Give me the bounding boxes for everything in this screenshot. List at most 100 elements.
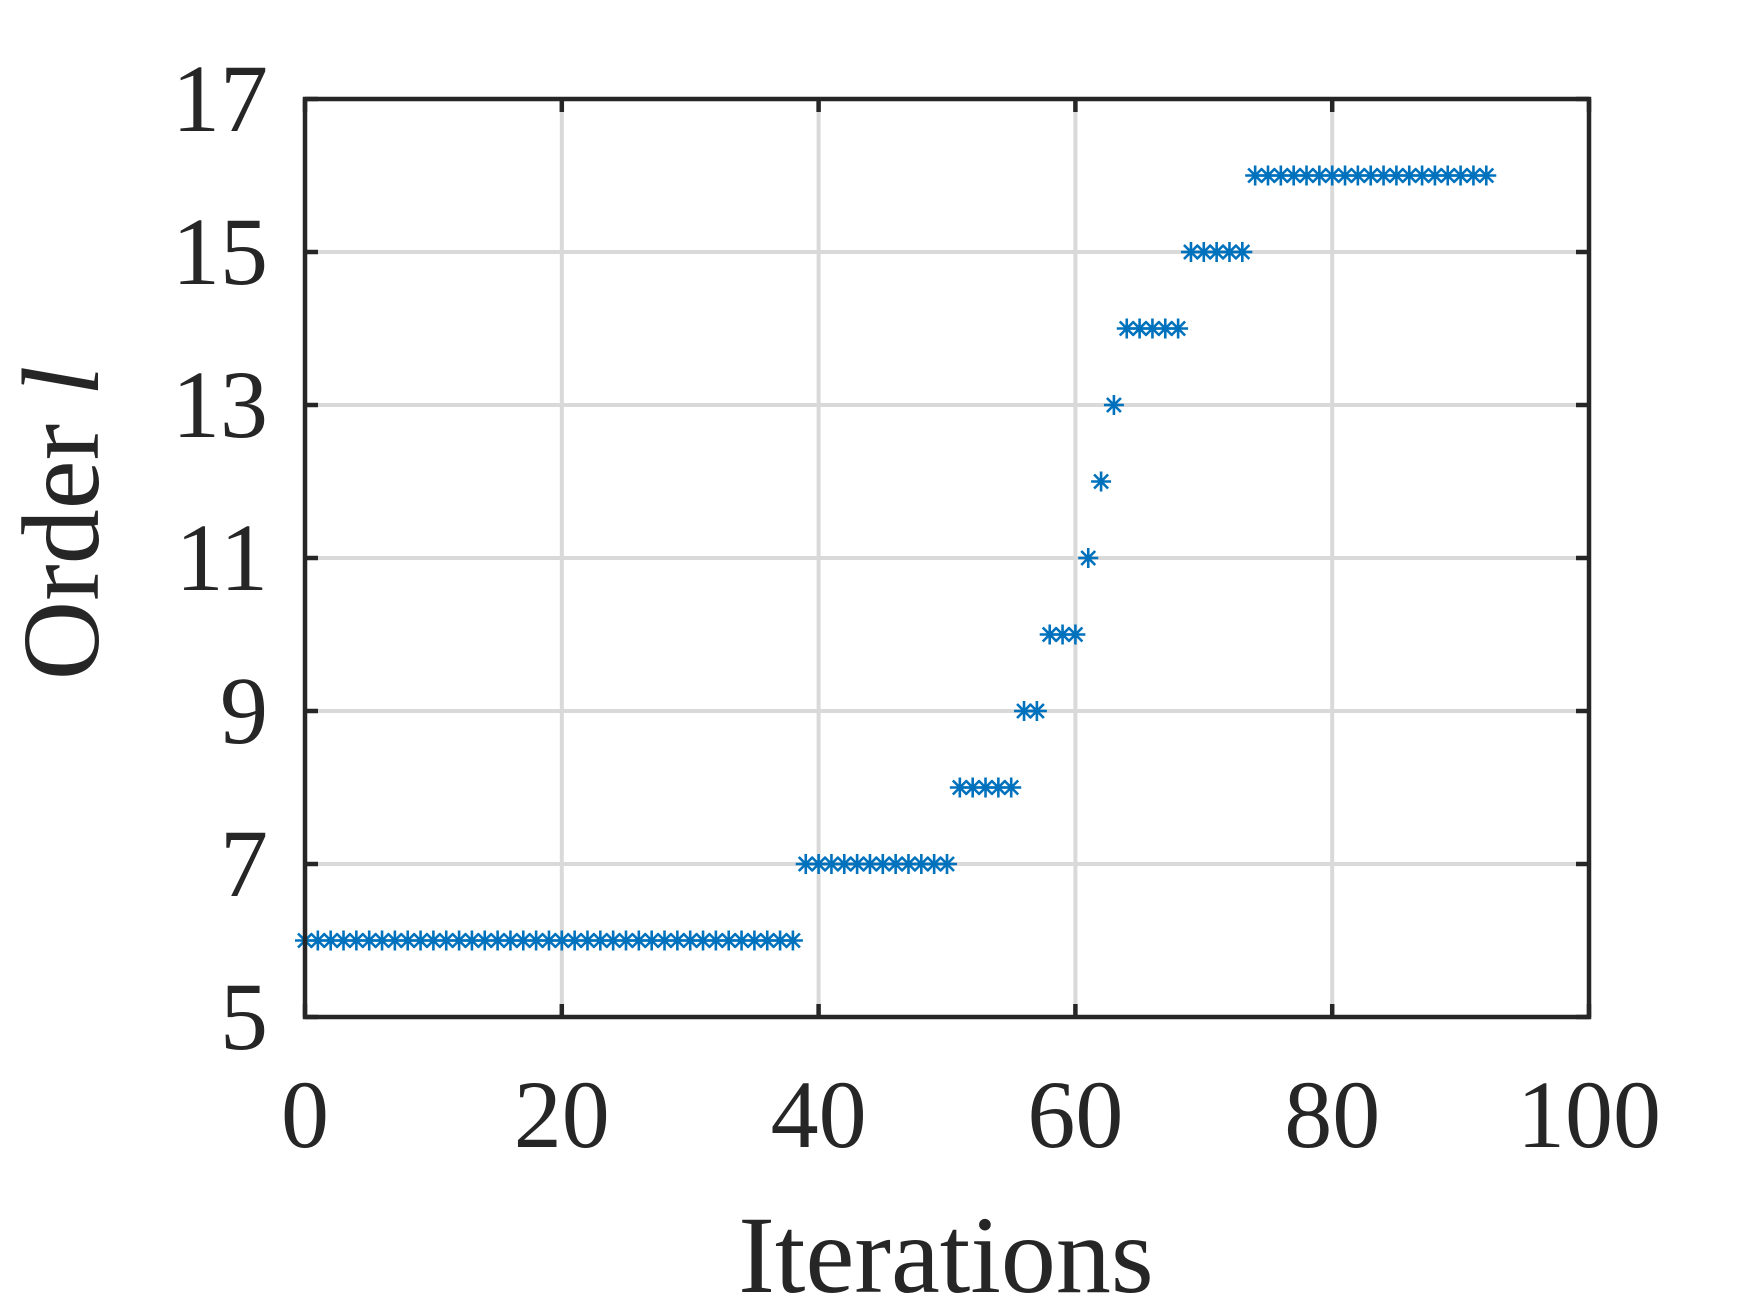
data-point <box>564 930 585 951</box>
data-point <box>847 854 868 874</box>
data-point <box>1399 165 1420 186</box>
data-point <box>474 930 495 951</box>
data-point <box>795 854 816 874</box>
data-point <box>1129 318 1150 339</box>
data-point <box>616 930 636 951</box>
data-point <box>320 930 341 951</box>
y-tick-label: 11 <box>176 504 268 611</box>
data-point <box>1335 165 1356 186</box>
data-point <box>1155 318 1176 339</box>
data-point <box>436 930 457 951</box>
data-point <box>1296 165 1317 186</box>
x-tick-label: 40 <box>771 1061 867 1168</box>
data-point <box>1052 624 1073 645</box>
data-point <box>667 930 688 951</box>
y-tick-label: 5 <box>220 963 268 1070</box>
data-point <box>1424 165 1445 186</box>
data-point <box>782 930 803 951</box>
data-point <box>924 854 945 874</box>
x-tick-label: 100 <box>1517 1061 1661 1168</box>
data-point <box>1270 165 1291 186</box>
data-point <box>372 930 393 951</box>
y-tick-label: 13 <box>172 351 268 458</box>
data-point <box>603 930 624 951</box>
data-point <box>911 854 932 874</box>
data-point <box>1309 165 1330 186</box>
data-point <box>551 930 572 951</box>
grid-lines <box>305 99 1589 1017</box>
data-point <box>744 930 765 951</box>
x-tick-labels: 0 20 40 60 80 100 <box>281 1061 1661 1168</box>
data-point <box>718 930 739 951</box>
y-tick-labels: 5 7 9 11 13 15 17 <box>172 45 268 1070</box>
data-point <box>1219 242 1240 262</box>
data-point <box>1360 165 1381 186</box>
data-point <box>1206 242 1227 262</box>
data-point <box>1450 165 1471 186</box>
data-point <box>513 930 534 951</box>
data-point <box>641 930 662 951</box>
data-point <box>423 930 444 951</box>
data-point <box>500 930 521 951</box>
data-point <box>1245 165 1266 186</box>
data-point <box>410 930 431 951</box>
data-point <box>937 854 957 874</box>
data-point <box>988 777 1009 798</box>
x-tick-label: 20 <box>514 1061 610 1168</box>
data-point <box>1014 701 1035 721</box>
data-point <box>1193 242 1214 262</box>
data-point <box>1091 471 1112 492</box>
x-tick-label: 80 <box>1284 1061 1380 1168</box>
data-point <box>1168 318 1189 339</box>
data-point <box>1232 242 1253 262</box>
y-tick-label: 7 <box>220 810 268 917</box>
data-point <box>449 930 470 951</box>
data-point <box>1258 165 1278 186</box>
data-point <box>680 930 701 951</box>
data-point <box>898 854 919 874</box>
data-point <box>1476 165 1497 186</box>
data-point <box>1116 318 1137 339</box>
x-tick-label: 0 <box>281 1061 329 1168</box>
data-point <box>1373 165 1394 186</box>
data-point <box>731 930 752 951</box>
data-point <box>1039 624 1060 645</box>
x-axis-label: Iterations <box>738 1194 1153 1313</box>
data-point <box>526 930 547 951</box>
y-axis-label-symbol: l <box>0 366 122 397</box>
data-point <box>1001 777 1022 798</box>
data-point <box>872 854 893 874</box>
data-point <box>461 930 482 951</box>
data-point <box>590 930 611 951</box>
y-axis-label: Order l <box>0 366 122 681</box>
data-point <box>628 930 649 951</box>
data-point <box>1078 548 1099 568</box>
data-point <box>859 854 880 874</box>
x-tick-label: 60 <box>1027 1061 1123 1168</box>
data-point <box>359 930 380 951</box>
data-point <box>1386 165 1407 186</box>
data-point <box>1347 165 1368 186</box>
data-point <box>1065 624 1086 645</box>
data-point <box>397 930 418 951</box>
data-point <box>1283 165 1304 186</box>
data-point <box>693 930 714 951</box>
data-point <box>949 777 970 798</box>
data-point <box>757 930 778 951</box>
y-tick-label: 9 <box>220 657 268 764</box>
data-point <box>885 854 906 874</box>
data-point <box>577 930 598 951</box>
data-point <box>834 854 855 874</box>
data-point <box>333 930 354 951</box>
data-point <box>821 854 842 874</box>
data-point <box>1180 242 1201 262</box>
data-point <box>1437 165 1458 186</box>
data-points <box>295 165 1497 951</box>
y-axis-label-text: Order <box>0 396 122 680</box>
y-tick-label: 15 <box>172 198 268 305</box>
data-point <box>384 930 405 951</box>
data-point <box>1463 165 1484 186</box>
data-point <box>962 777 983 798</box>
data-point <box>1412 165 1433 186</box>
